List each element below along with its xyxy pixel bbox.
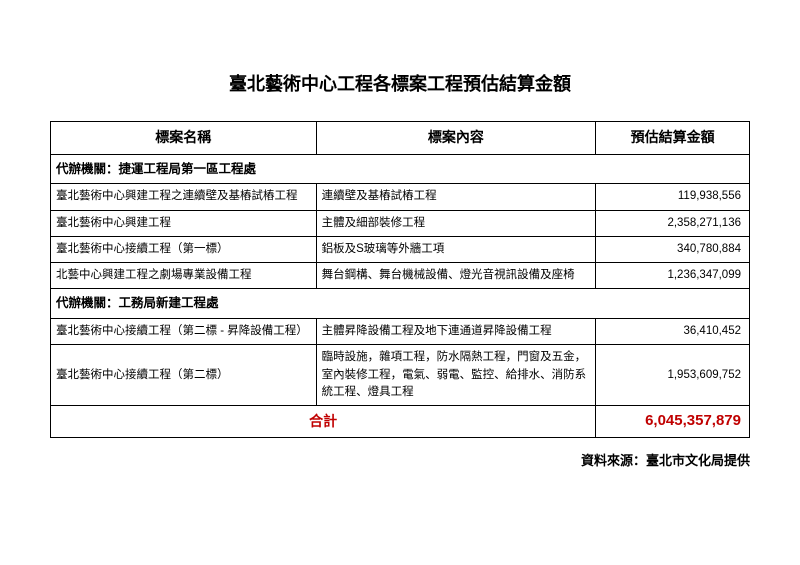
source-note: 資料來源：臺北市文化局提供 [50, 450, 750, 469]
cell-name: 臺北藝術中心興建工程 [51, 210, 317, 236]
cell-amount: 340,780,884 [596, 236, 750, 262]
agency-1: 代辦機關：捷運工程局第一區工程處 [51, 154, 750, 184]
cell-name: 北藝中心興建工程之劇場專業設備工程 [51, 263, 317, 289]
header-row: 標案名稱 標案內容 預估結算金額 [51, 122, 750, 155]
cell-content: 主體及細部裝修工程 [316, 210, 596, 236]
header-content: 標案內容 [316, 122, 596, 155]
table-row: 臺北藝術中心接續工程（第一標） 鋁板及S玻璃等外牆工項 340,780,884 [51, 236, 750, 262]
table-row: 北藝中心興建工程之劇場專業設備工程 舞台鋼構、舞台機械設備、燈光音視訊設備及座椅… [51, 263, 750, 289]
cell-name: 臺北藝術中心興建工程之連續壁及基樁試樁工程 [51, 184, 317, 210]
cell-amount: 2,358,271,136 [596, 210, 750, 236]
cell-content: 主體昇降設備工程及地下連通道昇降設備工程 [316, 319, 596, 345]
cell-amount: 1,953,609,752 [596, 345, 750, 406]
cell-content: 臨時設施，雜項工程，防水隔熱工程，門窗及五金，室內裝修工程，電氣、弱電、監控、給… [316, 345, 596, 406]
cell-amount: 1,236,347,099 [596, 263, 750, 289]
table-row: 臺北藝術中心興建工程之連續壁及基樁試樁工程 連續壁及基樁試樁工程 119,938… [51, 184, 750, 210]
cell-amount: 119,938,556 [596, 184, 750, 210]
table-row: 臺北藝術中心接續工程（第二標 - 昇降設備工程） 主體昇降設備工程及地下連通道昇… [51, 319, 750, 345]
cell-name: 臺北藝術中心接續工程（第二標） [51, 345, 317, 406]
cell-content: 舞台鋼構、舞台機械設備、燈光音視訊設備及座椅 [316, 263, 596, 289]
estimates-table: 標案名稱 標案內容 預估結算金額 代辦機關：捷運工程局第一區工程處 臺北藝術中心… [50, 121, 750, 438]
total-amount: 6,045,357,879 [596, 406, 750, 438]
cell-amount: 36,410,452 [596, 319, 750, 345]
cell-name: 臺北藝術中心接續工程（第一標） [51, 236, 317, 262]
total-row: 合計 6,045,357,879 [51, 406, 750, 438]
header-amount: 預估結算金額 [596, 122, 750, 155]
agency-row: 代辦機關：工務局新建工程處 [51, 289, 750, 319]
page-title: 臺北藝術中心工程各標案工程預估結算金額 [50, 70, 750, 96]
header-name: 標案名稱 [51, 122, 317, 155]
table-row: 臺北藝術中心興建工程 主體及細部裝修工程 2,358,271,136 [51, 210, 750, 236]
agency-row: 代辦機關：捷運工程局第一區工程處 [51, 154, 750, 184]
table-row: 臺北藝術中心接續工程（第二標） 臨時設施，雜項工程，防水隔熱工程，門窗及五金，室… [51, 345, 750, 406]
cell-name: 臺北藝術中心接續工程（第二標 - 昇降設備工程） [51, 319, 317, 345]
total-label: 合計 [51, 406, 596, 438]
agency-2: 代辦機關：工務局新建工程處 [51, 289, 750, 319]
cell-content: 連續壁及基樁試樁工程 [316, 184, 596, 210]
cell-content: 鋁板及S玻璃等外牆工項 [316, 236, 596, 262]
